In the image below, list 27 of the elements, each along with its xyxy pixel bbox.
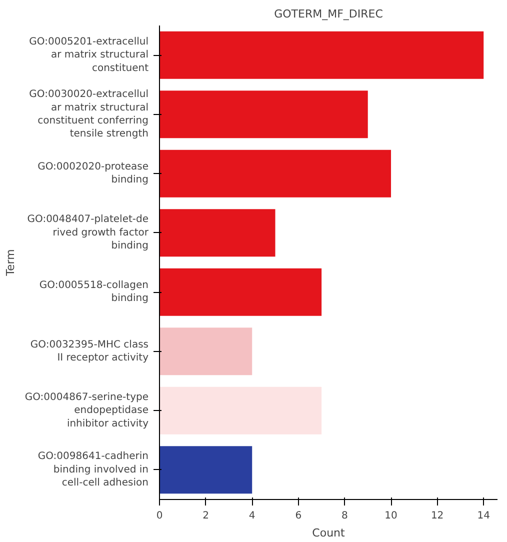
x-tick-label: 10 (384, 510, 398, 522)
bar (160, 209, 276, 257)
y-tick-label: GO:0032395-MHC class II receptor activity (30, 339, 149, 364)
x-tick-label: 12 (430, 510, 444, 522)
bar (160, 386, 322, 434)
y-tick-label: GO:0002020-protease binding (38, 162, 149, 186)
bar (160, 268, 322, 316)
y-tick-label: GO:0005518-collagen binding (39, 280, 149, 304)
bar (160, 150, 392, 198)
x-tick-label: 4 (248, 510, 256, 522)
chart-title: GOTERM_MF_DIREC (274, 8, 384, 20)
x-tick-label: 8 (342, 510, 348, 522)
x-tick-label: 6 (295, 510, 302, 522)
y-tick-label: GO:0004867-serine-type endopeptidase inhibitor activity (24, 392, 149, 430)
bar (160, 328, 252, 376)
x-tick-label: 14 (477, 510, 490, 522)
x-tick-label: 0 (156, 510, 163, 522)
x-tick-label: 2 (202, 510, 209, 522)
bar (160, 90, 368, 138)
y-tick-label: GO:0030020-extracellular matrix structural constituent conferring tensile strength (29, 89, 149, 140)
bar (160, 446, 252, 494)
y-tick-label: GO:0048407-platelet-derived growth factor binding (27, 214, 150, 252)
y-axis-title: Term (4, 249, 17, 277)
y-tick-label: GO:0005201-extracellular matrix structural constituent (29, 36, 149, 74)
bar (160, 31, 484, 79)
y-tick-label: GO:0098641-cadherin binding involved in cell-cell adhesion (38, 451, 149, 489)
x-axis-title: Count (312, 526, 346, 540)
